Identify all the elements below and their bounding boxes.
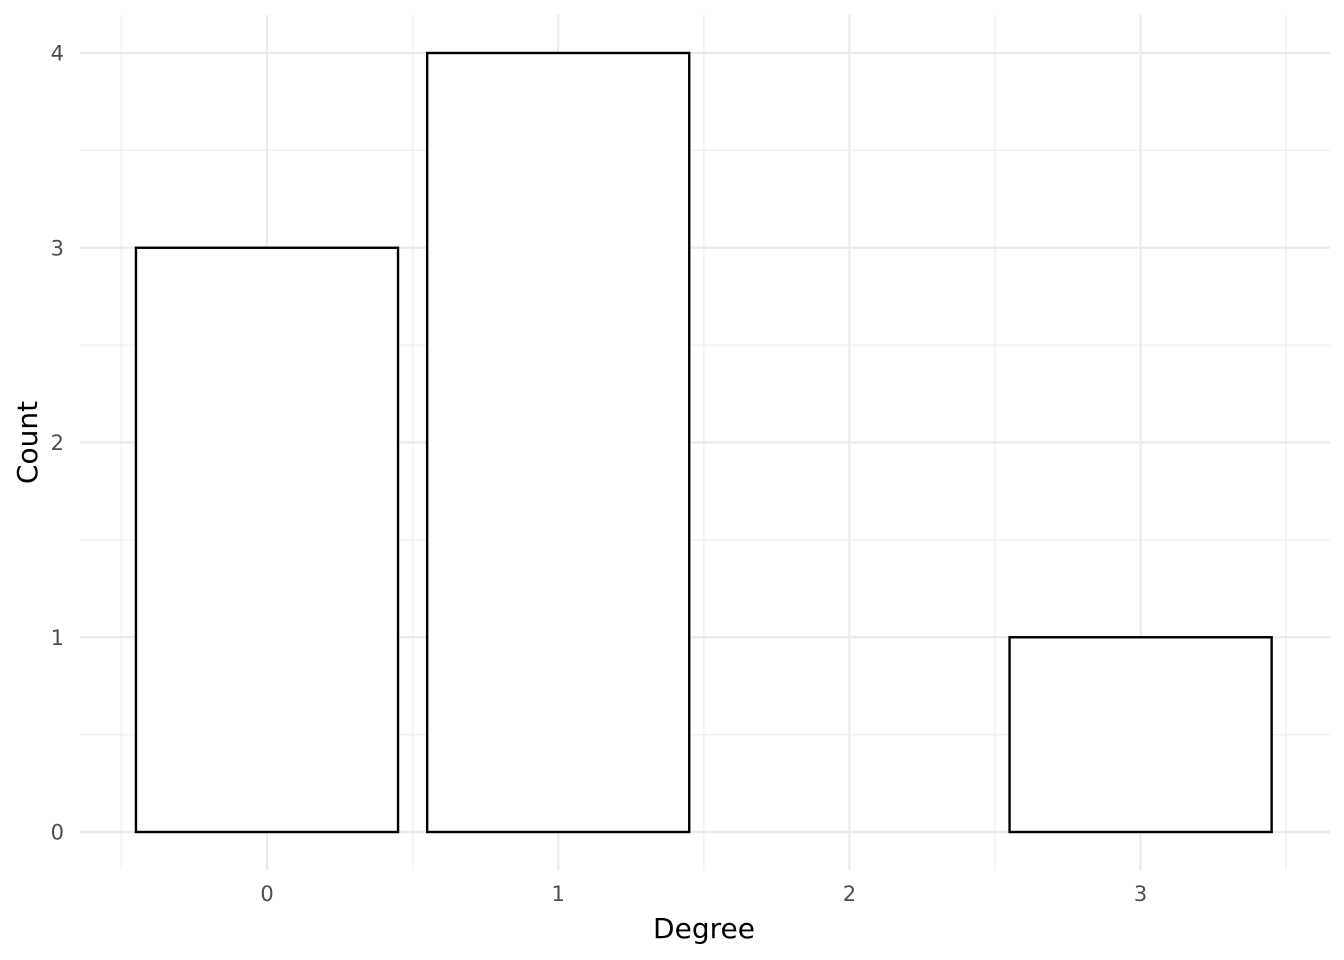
bars	[134, 51, 1273, 834]
bar-3	[1008, 636, 1273, 834]
x-tick-label: 2	[843, 882, 856, 906]
y-tick-label: 4	[51, 42, 64, 66]
x-tick-label: 0	[260, 882, 273, 906]
bar-0	[134, 246, 400, 834]
x-tick-label: 1	[552, 882, 565, 906]
y-tick-label: 1	[51, 626, 64, 650]
y-axis-title: Count	[11, 401, 44, 484]
x-axis-tick-labels: 0 1 2 3	[260, 882, 1147, 906]
y-tick-label: 2	[51, 431, 64, 455]
y-tick-label: 0	[51, 821, 64, 845]
bar-1	[425, 51, 691, 834]
y-axis-tick-labels: 0 1 2 3 4	[51, 42, 64, 845]
x-tick-label: 3	[1134, 882, 1147, 906]
y-tick-label: 3	[51, 236, 64, 260]
x-axis-title: Degree	[653, 912, 755, 945]
